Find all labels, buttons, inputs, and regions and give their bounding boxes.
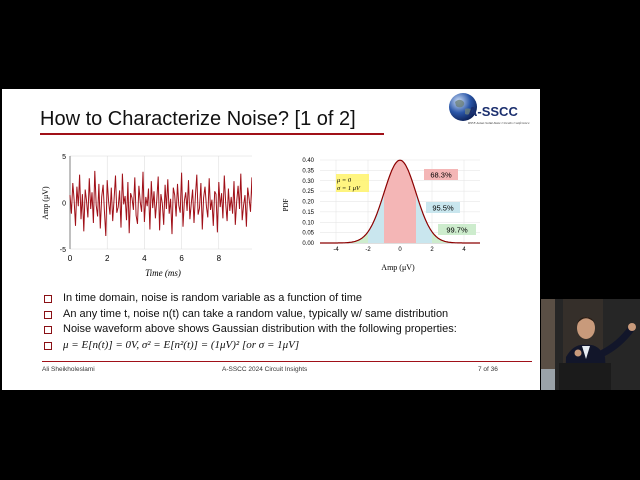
x-tick-label: 0: [68, 254, 73, 263]
x-tick-label: 6: [179, 254, 184, 263]
noise-waveform-chart: 024681050-5 Time (ms) Amp (μV): [41, 154, 252, 278]
y-tick-label: 0.20: [302, 200, 314, 206]
band-label: 99.7%: [446, 226, 468, 235]
x-tick-label: 4: [462, 247, 466, 253]
mu-sigma-annotation: μ = 0 σ = 1 μV: [336, 174, 369, 192]
logo-subtitle: IEEE Asian Solid-State Circuits Conferen…: [468, 121, 530, 125]
x-axis-label: Time (ms): [145, 268, 181, 278]
bullet-item: In time domain, noise is random variable…: [42, 291, 538, 307]
y-tick-label: 0: [62, 201, 66, 208]
y-tick-label: -5: [60, 247, 66, 254]
bullet-item: μ = E[n(t)] = 0V, σ² = E[n²(t)] = (1μV)²…: [42, 338, 538, 354]
square-bullet-icon: [44, 341, 52, 350]
y-tick-label: 0.10: [302, 220, 314, 226]
annotation-sigma: σ = 1 μV: [337, 185, 361, 192]
x-tick-label: 0: [398, 247, 402, 253]
x-tick-label: 4: [142, 254, 147, 263]
bullet-item: An any time t, noise n(t) can take a ran…: [42, 307, 538, 323]
footer-author: Ali Sheikholeslami: [42, 366, 95, 373]
footer-event: A-SSCC 2024 Circuit Insights: [222, 366, 308, 373]
footer-rule: [42, 361, 532, 362]
y-tick-label: 0.00: [302, 241, 314, 247]
x-tick-label: -2: [365, 247, 371, 253]
square-bullet-icon: [44, 310, 52, 319]
y-axis-label: Amp (μV): [41, 186, 50, 220]
presenter-video: [541, 299, 640, 390]
waveform-series: [69, 170, 252, 237]
band-label: 95.5%: [432, 204, 454, 213]
y-tick-label: 0.05: [302, 231, 314, 237]
slide: How to Characterize Noise? [1 of 2] A-SS…: [2, 89, 540, 390]
x-tick-label: -4: [333, 247, 339, 253]
y-tick-label: 0.35: [302, 168, 314, 174]
x-tick-label: 2: [105, 254, 110, 263]
band-label-box: [438, 224, 476, 235]
asscc-logo: A-SSCC IEEE Asian Solid-State Circuits C…: [446, 91, 540, 131]
y-tick-label: 0.25: [302, 189, 314, 195]
bullet-item: Noise waveform above shows Gaussian dist…: [42, 322, 538, 338]
slide-title: How to Characterize Noise? [1 of 2]: [40, 108, 356, 130]
band-label-box: [424, 169, 458, 180]
y-tick-label: 5: [62, 154, 66, 161]
x-axis-label: Amp (μV): [381, 263, 415, 272]
band-label-box: [426, 202, 460, 213]
presenter-image: [541, 299, 640, 390]
square-bullet-icon: [44, 326, 52, 334]
globe-icon: [449, 93, 477, 121]
footer-page: 7 of 36: [478, 366, 498, 373]
square-bullet-icon: [44, 295, 52, 303]
gaussian-pdf-chart: -4 -2 0 2 4 0.40 0.35 0.30 0.25 0.20 0.15 0.10 0.05 0…: [282, 158, 480, 272]
y-axis-label: PDF: [282, 198, 290, 211]
band-1-sigma: [384, 160, 416, 243]
y-tick-label: 0.30: [302, 179, 314, 185]
y-tick-label: 0.40: [302, 158, 314, 164]
pdf-curve: [320, 159, 480, 244]
annotation-mu: μ = 0: [337, 177, 352, 184]
x-tick-label: 2: [430, 247, 434, 253]
logo-text: A-SSCC: [468, 104, 518, 119]
band-label: 68.3%: [430, 171, 452, 180]
x-tick-label: 8: [217, 254, 222, 263]
y-tick-label: 0.15: [302, 210, 314, 216]
title-underline: [40, 133, 384, 135]
bullet-list: In time domain, noise is random variable…: [42, 291, 538, 353]
